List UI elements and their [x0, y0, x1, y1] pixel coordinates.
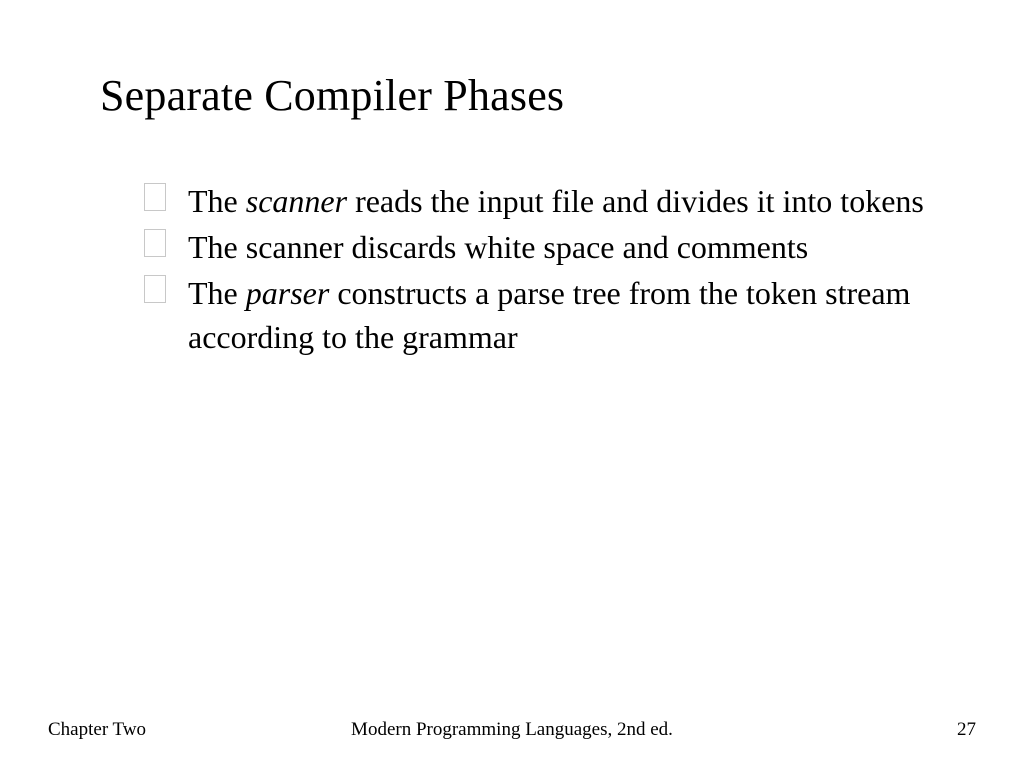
- bullet-item: The scanner discards white space and com…: [144, 225, 924, 269]
- footer-book-title: Modern Programming Languages, 2nd ed.: [308, 718, 716, 742]
- bullet-list: The scanner reads the input file and div…: [100, 179, 924, 360]
- slide-footer: Chapter Two Modern Programming Languages…: [0, 718, 1024, 742]
- footer-page-number: 27: [716, 719, 976, 741]
- bullet-item: The parser constructs a parse tree from …: [144, 271, 924, 359]
- bullet-text-emphasis: scanner: [246, 183, 347, 219]
- bullet-text-pre: The: [188, 275, 246, 311]
- bullet-marker-icon: [144, 275, 166, 303]
- bullet-text-emphasis: parser: [246, 275, 330, 311]
- footer-chapter: Chapter Two: [48, 719, 308, 741]
- bullet-text-post: reads the input file and divides it into…: [347, 183, 924, 219]
- bullet-item: The scanner reads the input file and div…: [144, 179, 924, 223]
- bullet-marker-icon: [144, 183, 166, 211]
- bullet-text-pre: The: [188, 183, 246, 219]
- slide: Separate Compiler Phases The scanner rea…: [0, 0, 1024, 768]
- bullet-marker-icon: [144, 229, 166, 257]
- slide-title: Separate Compiler Phases: [100, 70, 924, 121]
- bullet-text-pre: The scanner discards white space and com…: [188, 229, 808, 265]
